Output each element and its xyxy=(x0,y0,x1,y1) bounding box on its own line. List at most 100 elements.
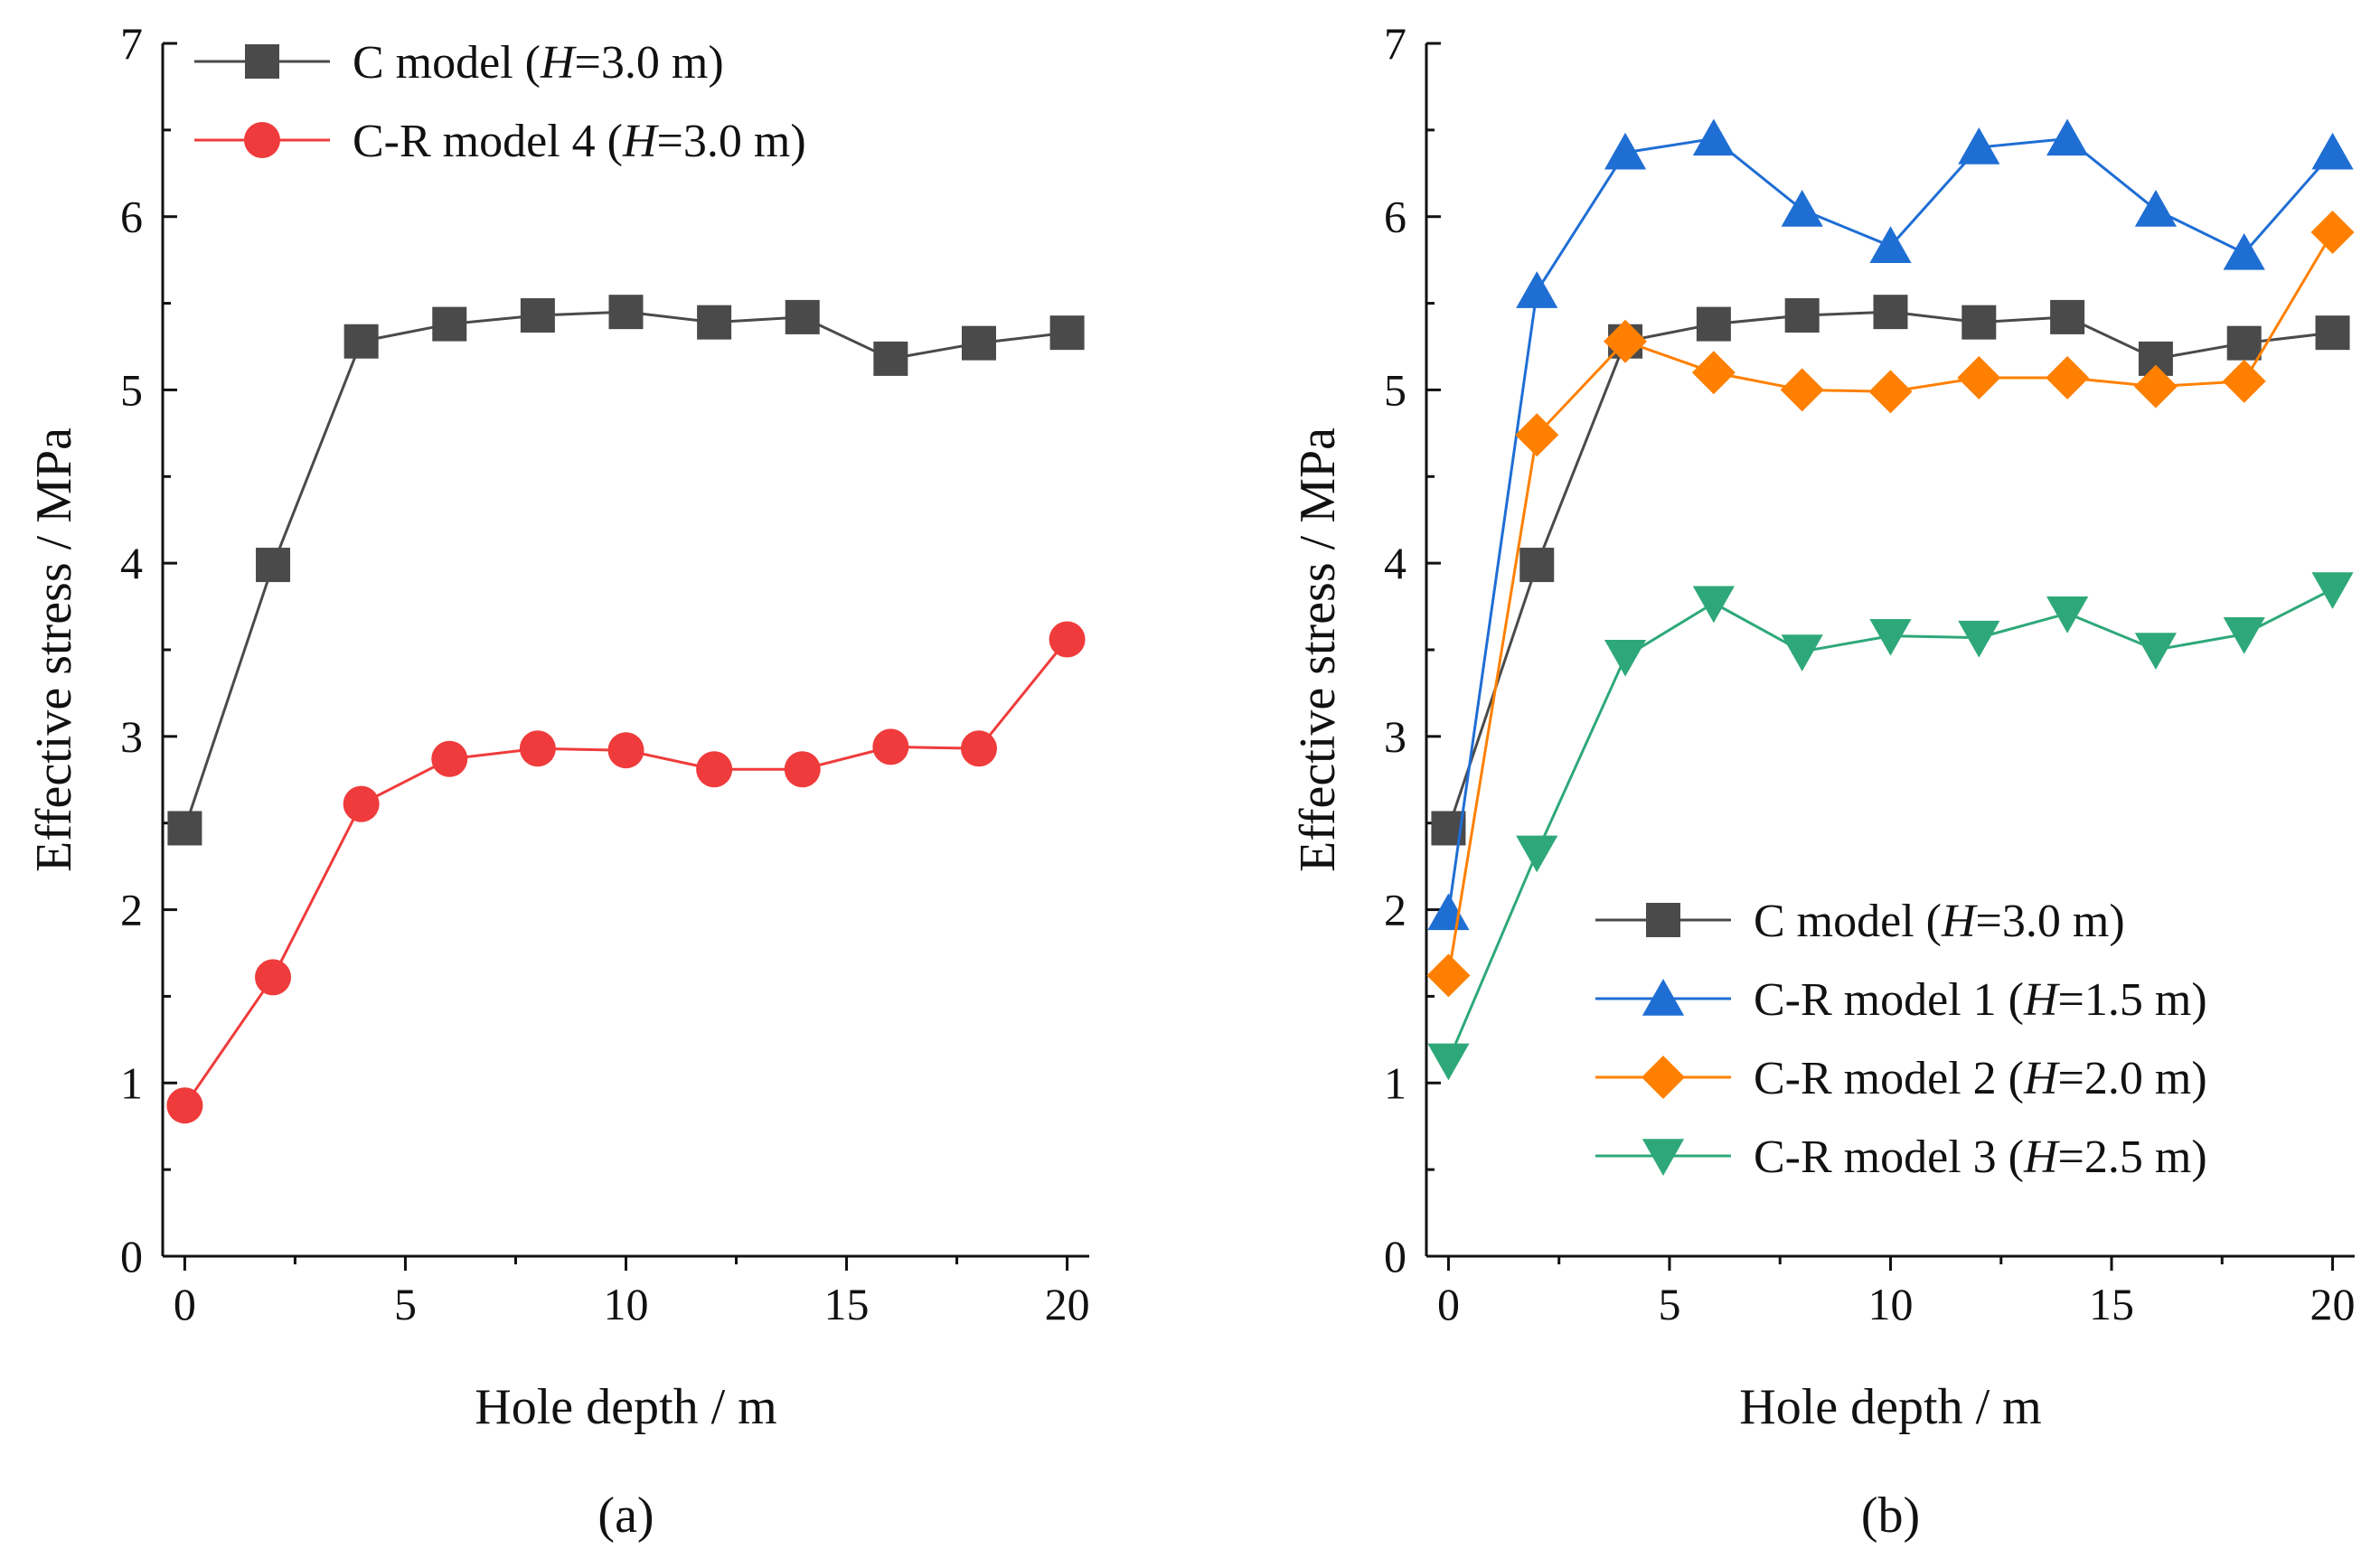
legend-label: C-R model 3 (H=2.5 m) xyxy=(1754,1131,2207,1183)
legend-label: C model (H=3.0 m) xyxy=(353,37,724,89)
series-2 xyxy=(1427,118,2354,931)
x-tick-label: 10 xyxy=(604,1279,649,1329)
y-axis-label: Effective stress / MPa xyxy=(26,427,82,872)
legend-label-variable: H xyxy=(540,37,577,89)
y-tick-label: 1 xyxy=(120,1057,143,1108)
data-point xyxy=(607,732,644,769)
data-point xyxy=(1427,1043,1470,1081)
legend-marker xyxy=(1646,903,1680,937)
data-point xyxy=(2046,356,2090,400)
x-tick-label: 5 xyxy=(394,1279,417,1329)
y-tick-label: 6 xyxy=(120,192,143,242)
data-point xyxy=(432,306,467,342)
y-tick-label: 4 xyxy=(120,538,143,588)
legend-label-variable: H xyxy=(2023,1131,2060,1183)
data-point xyxy=(1049,315,1085,351)
x-axis-label: Hole depth / m xyxy=(475,1379,776,1435)
legend-label-variable: H xyxy=(1941,896,1978,947)
data-point xyxy=(1604,319,1648,363)
y-tick-label: 6 xyxy=(1384,192,1406,242)
data-point xyxy=(1696,306,1731,342)
y-tick-label: 0 xyxy=(120,1231,143,1282)
x-axis-label: Hole depth / m xyxy=(1739,1379,2041,1435)
data-point xyxy=(960,730,997,767)
legend-label: C-R model 1 (H=1.5 m) xyxy=(1754,974,2207,1026)
series-1 xyxy=(167,295,1085,846)
data-point xyxy=(1868,370,1913,414)
data-point xyxy=(1426,953,1471,998)
data-point xyxy=(2223,617,2265,654)
y-tick-label: 3 xyxy=(120,711,143,762)
y-tick-label: 3 xyxy=(1384,711,1406,762)
data-point xyxy=(2315,315,2350,351)
legend-label-suffix: =3.0 m) xyxy=(657,116,806,167)
data-point xyxy=(1516,271,1558,308)
legend: C model (H=3.0 m) C-R model 1 (H=1.5 m) C-… xyxy=(1595,896,2207,1183)
data-point xyxy=(1958,620,2000,658)
data-point xyxy=(1519,548,1555,583)
legend-marker xyxy=(1642,1056,1685,1099)
data-point xyxy=(2046,118,2089,156)
data-point xyxy=(2311,572,2354,609)
legend-label-suffix: =3.0 m) xyxy=(1976,896,2125,947)
y-tick-label: 2 xyxy=(120,885,143,935)
data-point xyxy=(1692,586,1735,624)
data-point xyxy=(2310,210,2355,254)
chart-panel-1: 0 1 2 3 4 5 6 7 0 5 10 15 20 Hole depth / m Effective … xyxy=(26,18,1090,1544)
data-point xyxy=(2311,132,2354,170)
data-point xyxy=(431,740,468,777)
data-point xyxy=(166,1087,203,1124)
data-point xyxy=(961,325,996,361)
legend-label-variable: H xyxy=(622,116,659,167)
data-point xyxy=(784,751,821,788)
data-point xyxy=(1515,413,1559,457)
data-point xyxy=(696,751,733,788)
x-tick-label: 15 xyxy=(824,1279,870,1329)
data-point xyxy=(1781,634,1823,671)
y-axis-label: Effective stress / MPa xyxy=(1290,427,1346,872)
legend-label-prefix: C-R model 2 ( xyxy=(1754,1053,2024,1104)
data-point xyxy=(519,730,556,767)
y-tick-label: 1 xyxy=(1384,1057,1406,1108)
data-point xyxy=(1692,118,1735,156)
data-point xyxy=(167,811,202,846)
data-point xyxy=(1604,132,1647,170)
data-point xyxy=(1958,127,2000,164)
series-line xyxy=(1446,231,2334,976)
x-tick-label: 0 xyxy=(1437,1279,1460,1329)
data-point xyxy=(1873,295,1908,330)
legend-marker xyxy=(1642,979,1685,1016)
y-tick-label: 7 xyxy=(120,18,143,69)
legend-label: C-R model 2 (H=2.0 m) xyxy=(1754,1053,2207,1104)
legend-marker xyxy=(1642,1139,1685,1176)
data-point xyxy=(2133,364,2178,408)
data-point xyxy=(1516,835,1558,873)
y-tick-label: 5 xyxy=(1384,364,1406,415)
y-tick-label: 4 xyxy=(1384,538,1406,588)
data-point xyxy=(1780,368,1824,412)
data-point xyxy=(785,299,820,334)
series-3 xyxy=(1426,210,2355,998)
legend-label-suffix: =2.0 m) xyxy=(2058,1053,2207,1104)
legend-marker xyxy=(245,44,279,79)
legend-label-prefix: C-R model 4 ( xyxy=(353,116,623,167)
data-point xyxy=(2134,633,2178,670)
y-tick-label: 0 xyxy=(1384,1231,1406,1282)
data-point xyxy=(343,785,380,822)
data-point xyxy=(873,341,908,376)
data-point xyxy=(1961,305,1997,340)
panel-label: (a) xyxy=(597,1488,654,1544)
data-point xyxy=(2050,299,2085,334)
legend-label-variable: H xyxy=(2023,974,2060,1026)
legend-label-prefix: C model ( xyxy=(353,37,541,89)
legend-label: C model (H=3.0 m) xyxy=(1754,896,2125,947)
data-point xyxy=(2046,596,2089,634)
y-tick-label: 5 xyxy=(120,364,143,415)
data-point xyxy=(608,295,644,330)
series-2 xyxy=(166,621,1086,1124)
data-point xyxy=(255,959,292,996)
legend-label-suffix: =3.0 m) xyxy=(575,37,724,89)
x-tick-label: 0 xyxy=(174,1279,196,1329)
legend-label-prefix: C-R model 3 ( xyxy=(1754,1131,2024,1183)
y-tick-label: 7 xyxy=(1384,18,1406,69)
